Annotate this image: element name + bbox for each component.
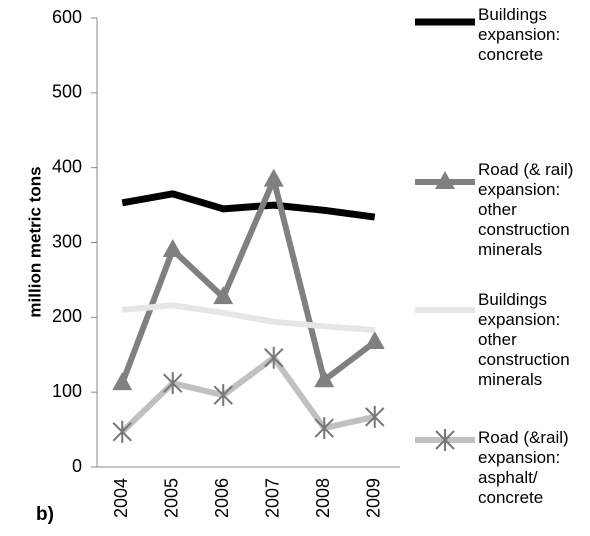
marker: [314, 369, 335, 388]
marker: [162, 238, 183, 257]
legend-label: Road (&rail) expansion: asphalt/ concret…: [478, 428, 569, 507]
x-tick-label: 2008: [313, 478, 333, 518]
marker: [314, 417, 334, 440]
y-tick-label: 0: [72, 456, 82, 476]
legend-label: Buildings expansion: other construction …: [478, 290, 570, 389]
y-tick-label: 100: [52, 381, 82, 401]
series-line: [121, 302, 375, 334]
series-line: [121, 190, 376, 221]
legend-label: Buildings expansion: concrete: [478, 5, 561, 64]
x-tick-label: 2007: [263, 478, 283, 518]
marker: [365, 405, 385, 428]
y-axis-label: million metric tons: [25, 166, 44, 317]
panel-label: b): [36, 504, 54, 525]
marker: [435, 171, 455, 189]
x-tick-label: 2006: [212, 478, 232, 518]
marker: [112, 372, 133, 391]
legend-label: Road (& rail) expansion: other construct…: [478, 160, 574, 259]
marker: [435, 429, 455, 451]
marker: [163, 372, 183, 395]
x-tick-label: 2004: [111, 478, 131, 518]
y-tick-label: 600: [52, 7, 82, 27]
marker: [213, 384, 233, 407]
marker: [112, 420, 132, 443]
x-tick-label: 2005: [162, 478, 182, 518]
y-tick-label: 400: [52, 156, 82, 176]
series-line: [119, 176, 377, 385]
x-tick-label: 2009: [364, 478, 384, 518]
marker: [213, 286, 234, 305]
y-tick-label: 300: [52, 231, 82, 251]
marker: [263, 168, 284, 187]
marker: [364, 331, 385, 350]
y-tick-label: 500: [52, 82, 82, 102]
y-tick-label: 200: [52, 306, 82, 326]
marker: [264, 346, 284, 369]
